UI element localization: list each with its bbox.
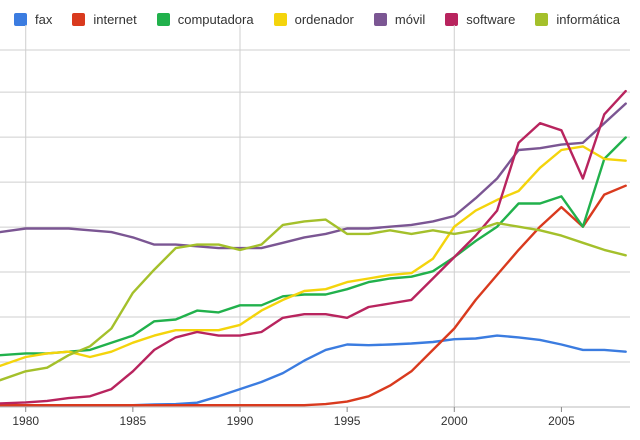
- legend-label: software: [466, 11, 516, 27]
- series-line-2: [0, 136, 627, 357]
- legend-swatch: [273, 12, 287, 26]
- x-tick-label: 1985: [120, 414, 147, 428]
- legend-label: computadora: [177, 11, 254, 27]
- series-line-6: [0, 218, 627, 382]
- x-tick-label: 2005: [548, 414, 575, 428]
- legend-item-4[interactable]: móvil: [373, 11, 426, 27]
- series-line-4: [0, 102, 627, 250]
- x-tick-label: 1995: [334, 414, 361, 428]
- legend-item-3[interactable]: ordenador: [273, 11, 354, 27]
- series-line-1: [0, 184, 627, 407]
- x-tick-label: 1980: [12, 414, 39, 428]
- legend-label: informática: [556, 11, 620, 27]
- legend-swatch: [445, 12, 459, 26]
- legend-label: ordenador: [294, 11, 354, 27]
- legend-label: móvil: [394, 11, 426, 27]
- legend-item-6[interactable]: informática: [535, 12, 620, 27]
- legend-swatch: [72, 12, 86, 26]
- x-tick-label: 2000: [441, 414, 468, 428]
- legend-swatch: [535, 12, 549, 26]
- legend-item-2[interactable]: computadora: [156, 11, 254, 27]
- chart-legend: fax internet computadora ordenador móvil soft…: [0, 8, 640, 30]
- x-tick-label: 1990: [227, 414, 254, 428]
- legend-label: internet: [93, 11, 137, 27]
- legend-swatch: [14, 12, 27, 26]
- legend-swatch: [156, 12, 170, 26]
- series-line-3: [0, 145, 627, 368]
- legend-swatch: [373, 12, 387, 26]
- legend-item-0[interactable]: fax: [14, 12, 52, 27]
- legend-label: fax: [35, 11, 53, 27]
- legend-item-5[interactable]: software: [445, 12, 515, 27]
- series-line-5: [0, 89, 627, 405]
- gridlines: [0, 25, 630, 408]
- legend-item-1[interactable]: internet: [72, 11, 137, 27]
